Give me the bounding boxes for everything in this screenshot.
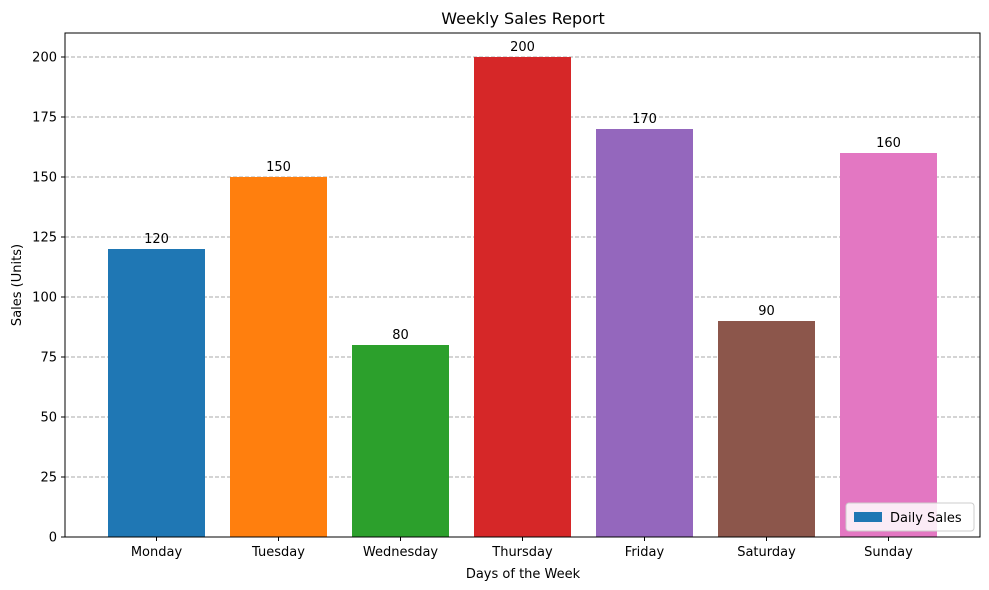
y-tick-label: 150	[32, 171, 57, 186]
y-tick-label: 75	[40, 351, 57, 366]
legend-box	[845, 502, 975, 532]
legend-swatch	[854, 512, 882, 522]
y-tick-label: 50	[40, 411, 57, 426]
x-axis-label: Days of the Week	[466, 567, 581, 582]
y-tick-label: 100	[32, 291, 57, 306]
bar	[108, 249, 205, 537]
x-tick-label: Wednesday	[363, 545, 439, 560]
bar-value-label: 200	[510, 40, 535, 55]
y-tick-labels: 0 25 50 75 100 125 150 175 200	[32, 51, 65, 546]
y-tick-label: 125	[32, 231, 57, 246]
x-tick-label: Friday	[625, 545, 665, 560]
y-axis-label: Sales (Units)	[10, 244, 25, 326]
chart-title: Weekly Sales Report	[441, 9, 605, 28]
bar-value-label: 120	[144, 232, 169, 247]
legend: Daily Sales	[845, 502, 975, 532]
bar-value-label: 90	[758, 304, 775, 319]
bar-value-label: 160	[876, 136, 901, 151]
bars	[108, 57, 937, 537]
bar	[230, 177, 327, 537]
bar	[474, 57, 571, 537]
bar	[596, 129, 693, 537]
x-tick-label: Saturday	[737, 545, 796, 560]
y-tick-label: 200	[32, 51, 57, 66]
x-tick-labels: Monday Tuesday Wednesday Thursday Friday Satu…	[131, 537, 913, 560]
x-tick-label: Tuesday	[251, 545, 305, 560]
bar-value-label: 150	[266, 160, 291, 175]
y-tick-label: 25	[40, 471, 57, 486]
bar-value-label: 80	[392, 328, 409, 343]
x-tick-label: Monday	[131, 545, 183, 560]
bar	[718, 321, 815, 537]
legend-label: Daily Sales	[890, 511, 962, 526]
bar	[352, 345, 449, 537]
y-tick-label: 175	[32, 111, 57, 126]
x-tick-label: Thursday	[491, 545, 553, 560]
bar	[840, 153, 937, 537]
x-tick-label: Sunday	[864, 545, 913, 560]
bar-value-label: 170	[632, 112, 657, 127]
data-labels: 120 150 80 200 170 90 160	[144, 40, 901, 343]
y-tick-label: 0	[49, 531, 57, 546]
